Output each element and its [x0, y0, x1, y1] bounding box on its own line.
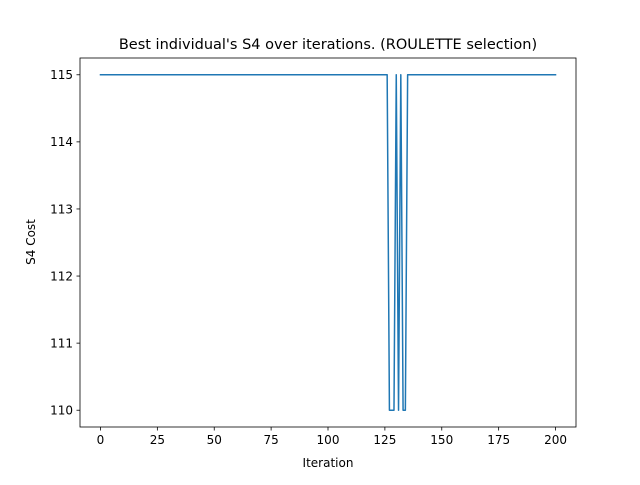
- x-tick-label: 100: [317, 433, 340, 447]
- plot-frame: [79, 57, 577, 428]
- x-axis-ticks: 0 25 50 75 100 125 150 175 200: [97, 427, 567, 447]
- x-tick-label: 0: [97, 433, 105, 447]
- x-tick-label: 125: [373, 433, 396, 447]
- y-tick-label: 110: [50, 404, 73, 418]
- x-tick-label: 50: [207, 433, 222, 447]
- y-tick-label: 112: [50, 269, 73, 283]
- y-axis-ticks: 110 111 112 113 114 115: [50, 68, 80, 418]
- y-axis-label: S4 Cost: [24, 219, 38, 265]
- x-tick-label: 25: [150, 433, 165, 447]
- chart-title: Best individual's S4 over iterations. (R…: [119, 37, 537, 53]
- x-axis-label: Iteration: [303, 456, 354, 470]
- series-line: [99, 74, 557, 411]
- plot-background: [80, 58, 576, 427]
- y-tick-label: 115: [50, 68, 73, 82]
- y-tick-label: 111: [50, 336, 73, 350]
- x-tick-label: 75: [263, 433, 278, 447]
- y-tick-label: 113: [50, 202, 73, 216]
- x-tick-label: 175: [487, 433, 510, 447]
- y-tick-label: 114: [50, 135, 73, 149]
- x-tick-label: 200: [544, 433, 567, 447]
- x-tick-label: 150: [430, 433, 453, 447]
